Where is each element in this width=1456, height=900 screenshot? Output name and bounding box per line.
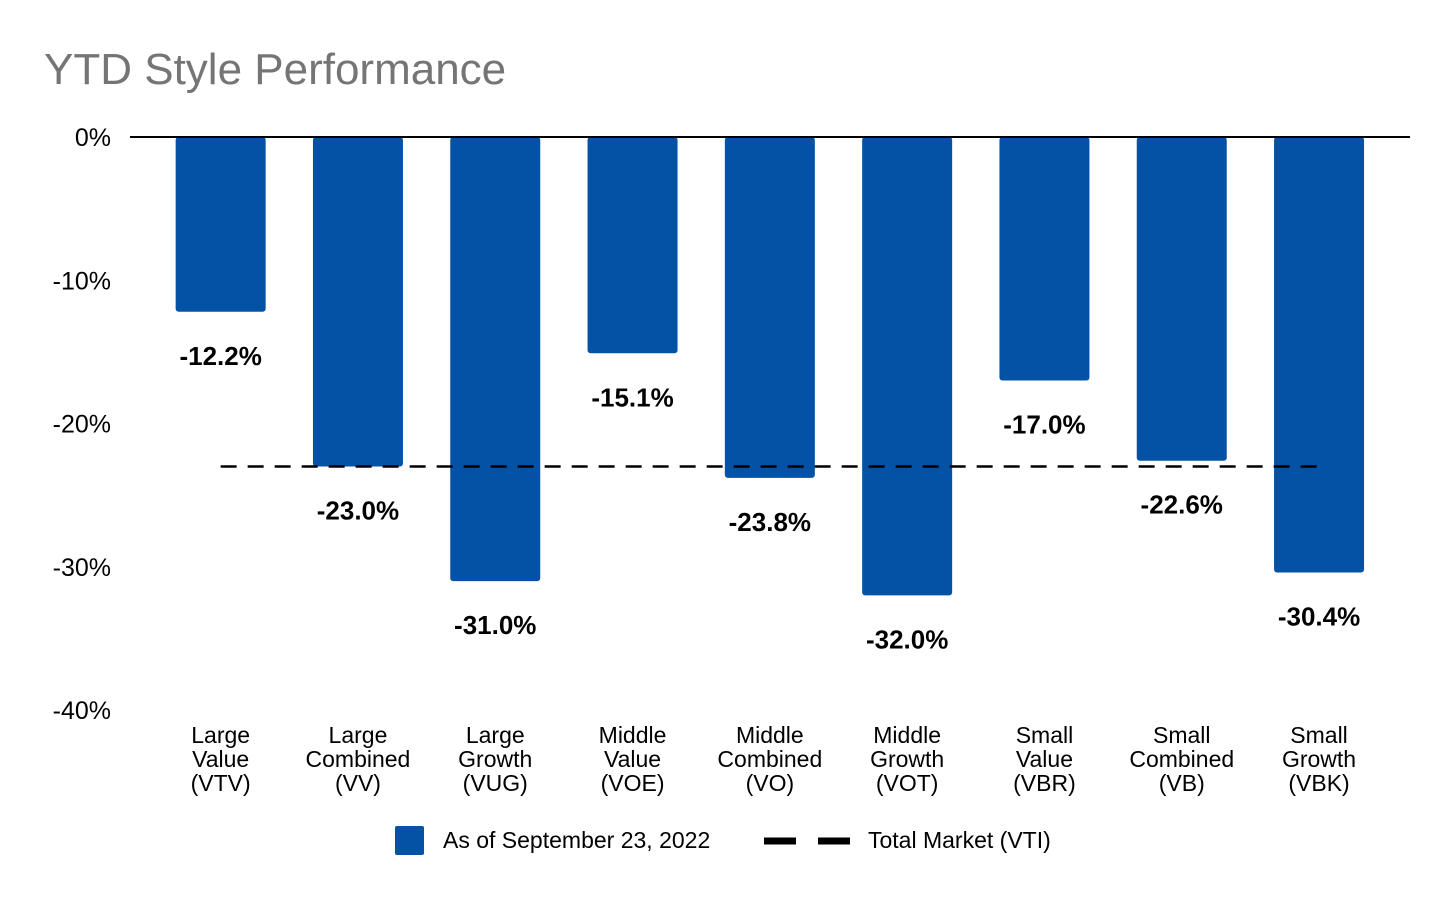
bar: [587, 137, 678, 354]
x-tick-label-line: Large: [466, 722, 525, 748]
x-tick-label: Small Combined (VB): [1129, 722, 1234, 796]
data-label: -23.0%: [317, 495, 399, 525]
x-tick-label-line: (VV): [335, 770, 381, 796]
x-tick-label-line: (VB): [1159, 770, 1205, 796]
x-tick-label-line: Small: [1153, 722, 1211, 748]
x-tick-label: Middle Combined (VO): [717, 722, 822, 796]
x-tick-label-line: Middle: [599, 722, 667, 748]
x-tick-label-line: (VTV): [191, 770, 251, 796]
y-axis-ticks: 0% -10% -20% -30% -40%: [53, 124, 111, 725]
x-tick-label-line: Large: [191, 722, 250, 748]
legend-label-reference-line: Total Market (VTI): [868, 827, 1051, 853]
bar: [1274, 137, 1365, 573]
x-tick-label-line: (VUG): [463, 770, 528, 796]
bar: [312, 137, 403, 467]
chart-title: YTD Style Performance: [44, 45, 506, 94]
data-label: -17.0%: [1003, 410, 1085, 440]
x-tick-label-line: Value: [1016, 746, 1073, 772]
y-tick-label: -10%: [53, 267, 111, 295]
data-labels: -12.2% -23.0% -31.0% -15.1% -23.8% -32.0% -17.…: [179, 341, 1360, 655]
data-label: -15.1%: [591, 382, 673, 412]
x-tick-label-line: Combined: [306, 746, 411, 772]
x-tick-label: Small Value (VBR): [1013, 722, 1076, 796]
y-tick-label: -40%: [53, 697, 111, 725]
legend: As of September 23, 2022 Total Market (V…: [395, 826, 1051, 855]
x-tick-label-line: Value: [192, 746, 249, 772]
y-tick-label: 0%: [75, 124, 111, 152]
x-tick-label-line: (VOT): [876, 770, 939, 796]
x-tick-label: Large Combined (VV): [306, 722, 411, 796]
x-tick-label-line: (VBK): [1288, 770, 1349, 796]
x-tick-label: Large Growth (VUG): [458, 722, 532, 796]
bars: [175, 137, 1365, 596]
data-label: -12.2%: [179, 341, 261, 371]
x-tick-label-line: Value: [604, 746, 661, 772]
x-tick-label-line: Small: [1290, 722, 1348, 748]
bar: [1136, 137, 1227, 461]
x-tick-label: Large Value (VTV): [191, 722, 251, 796]
data-label: -23.8%: [729, 507, 811, 537]
x-tick-label-line: (VO): [746, 770, 795, 796]
x-tick-label-line: Growth: [1282, 746, 1356, 772]
x-tick-label-line: (VOE): [601, 770, 665, 796]
x-tick-label: Middle Value (VOE): [599, 722, 667, 796]
x-tick-label-line: Growth: [458, 746, 532, 772]
x-axis-labels: Large Value (VTV)Large Combined (VV)Large Gro…: [191, 722, 1357, 796]
bar: [175, 137, 266, 312]
x-tick-label-line: Small: [1016, 722, 1074, 748]
x-tick-label-line: Middle: [873, 722, 941, 748]
legend-swatch-series: [395, 826, 424, 855]
data-label: -31.0%: [454, 610, 536, 640]
x-tick-label: Middle Growth (VOT): [870, 722, 944, 796]
x-tick-label-line: Middle: [736, 722, 804, 748]
data-label: -30.4%: [1278, 601, 1360, 631]
x-tick-label-line: Large: [329, 722, 388, 748]
bar: [724, 137, 815, 478]
x-tick-label-line: (VBR): [1013, 770, 1076, 796]
y-tick-label: -20%: [53, 411, 111, 439]
bar: [450, 137, 541, 582]
x-tick-label-line: Combined: [717, 746, 822, 772]
x-tick-label-line: Combined: [1129, 746, 1234, 772]
y-tick-label: -30%: [53, 554, 111, 582]
legend-label-series: As of September 23, 2022: [443, 827, 710, 853]
data-label: -32.0%: [866, 624, 948, 654]
bar: [999, 137, 1090, 381]
bar: [862, 137, 953, 596]
data-label: -22.6%: [1141, 490, 1223, 520]
x-tick-label-line: Growth: [870, 746, 944, 772]
x-tick-label: Small Growth (VBK): [1282, 722, 1356, 796]
